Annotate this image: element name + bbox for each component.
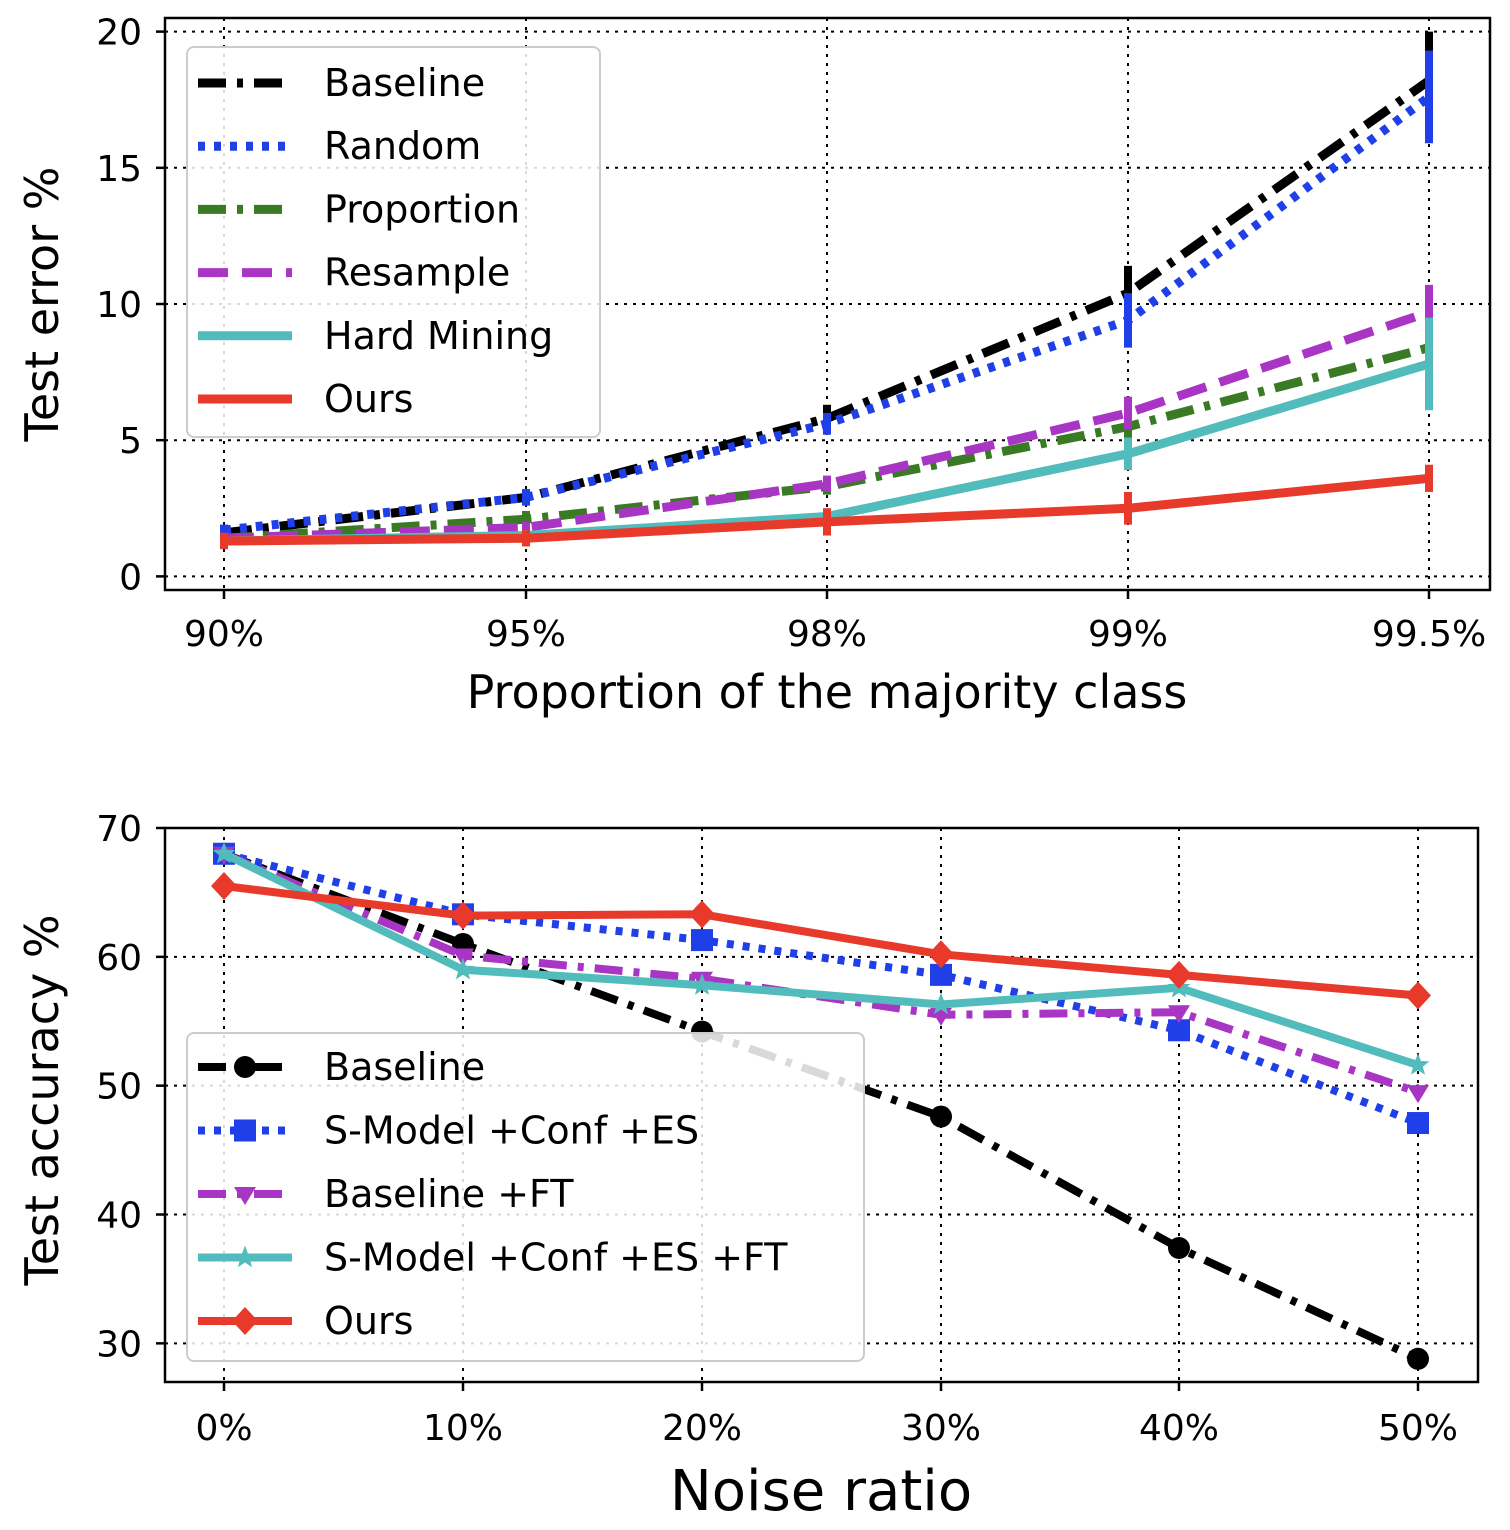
legend-label: Baseline +FT (324, 1172, 574, 1216)
y-tick-label: 60 (96, 938, 142, 979)
axes: 0% 10% 20% 30% 40% 50% 30 40 50 60 70 (96, 809, 1458, 1449)
x-tick-label: 99.5% (1372, 614, 1486, 655)
legend-item-random: Random (198, 124, 481, 168)
legend-label: Proportion (324, 187, 520, 231)
y-tick-label: 20 (96, 13, 142, 54)
legend-marker (234, 1119, 256, 1142)
y-tick-label: 50 (96, 1067, 142, 1108)
x-tick-label: 99% (1088, 614, 1168, 655)
legend-item-baseline-ft: Baseline +FT (198, 1172, 574, 1216)
legend-label: Resample (324, 251, 510, 295)
data-point-marker (211, 871, 237, 900)
y-tick-label: 30 (96, 1324, 142, 1365)
series-ours (211, 871, 1431, 1010)
x-tick-label: 95% (486, 614, 566, 655)
data-point-marker (928, 940, 954, 969)
x-tick-label: 10% (423, 1408, 503, 1449)
data-point-marker (690, 973, 714, 995)
x-tick-label: 30% (901, 1408, 981, 1449)
data-point-marker (1407, 1347, 1429, 1370)
series-lines (220, 31, 1433, 550)
legend-marker (233, 1245, 257, 1268)
series-line (223, 307, 1431, 543)
legend-item-baseline: Baseline (198, 1045, 485, 1089)
data-point-marker (930, 963, 952, 986)
x-tick-label: 40% (1139, 1408, 1219, 1449)
legend-label: Random (324, 124, 481, 168)
data-point-marker (212, 841, 236, 864)
data-point-marker (1407, 1085, 1429, 1104)
data-point-marker (452, 948, 474, 967)
data-point-marker (1406, 1053, 1430, 1075)
series-random (220, 50, 1433, 536)
legend-label: Ours (324, 377, 413, 421)
legend: Baseline S-Model +Conf +ES Baseline +FT S-M… (186, 1032, 865, 1362)
data-point-marker (1407, 1112, 1429, 1135)
legend-label: Ours (324, 1299, 413, 1343)
data-point-marker (929, 992, 953, 1015)
legend-item-proportion: Proportion (198, 187, 520, 231)
x-axis-label: Proportion of the majority class (467, 665, 1188, 719)
data-point-marker (1168, 1237, 1190, 1260)
y-axis-label: Test error % (15, 167, 69, 443)
plot-frame (163, 826, 1480, 1384)
data-point-marker (930, 1105, 952, 1128)
y-tick-label: 0 (119, 557, 142, 598)
legend-marker (234, 1056, 256, 1078)
y-tick-label: 5 (119, 421, 142, 462)
legend-item-s-model-conf-es: S-Model +Conf +ES (198, 1109, 699, 1153)
data-point-marker (689, 900, 715, 929)
legend: Baseline Random Proportion Resample Hard Min… (186, 46, 601, 438)
y-axis-label: Test accuracy % (15, 914, 69, 1286)
series-lines (211, 841, 1431, 1370)
data-point-marker (450, 901, 476, 930)
legend-marker (232, 1307, 258, 1335)
legend-item-ours: Ours (198, 1299, 413, 1343)
y-tick-label: 15 (96, 149, 142, 190)
x-tick-label: 0% (195, 1408, 252, 1449)
x-tick-label: 98% (787, 614, 867, 655)
data-point-marker (1405, 981, 1431, 1010)
x-axis-label: Noise ratio (670, 1459, 972, 1524)
data-point-marker (1168, 1005, 1190, 1024)
legend-item-hard-mining: Hard Mining (198, 314, 553, 358)
legend-item-baseline: Baseline (198, 61, 485, 105)
legend-label: Baseline (324, 1045, 485, 1089)
x-tick-label: 50% (1378, 1408, 1458, 1449)
legend-box (186, 1032, 865, 1362)
legend-label: Baseline (324, 61, 485, 105)
x-tick-label: 20% (662, 1408, 742, 1449)
legend-item-resample: Resample (198, 251, 510, 295)
y-tick-label: 10 (96, 285, 142, 326)
y-tick-label: 40 (96, 1196, 142, 1237)
series-line (223, 343, 1431, 543)
data-point-marker (1166, 960, 1192, 989)
y-tick-label: 70 (96, 809, 142, 850)
data-point-marker (451, 957, 475, 980)
chart-test-error: 90% 95% 98% 99% 99.5% 0 5 10 15 20 Proportion of … (15, 13, 1492, 719)
series-ours (220, 464, 1433, 550)
legend-marker (234, 1187, 256, 1205)
legend-label: S-Model +Conf +ES (324, 1109, 699, 1153)
legend-label: Hard Mining (324, 314, 553, 358)
data-point-marker (1168, 1019, 1190, 1042)
legend-item-ours: Ours (198, 377, 413, 421)
data-point-marker (691, 929, 713, 952)
axes: 90% 95% 98% 99% 99.5% 0 5 10 15 20 (96, 13, 1486, 655)
legend-item-s-model-conf-es-ft: S-Model +Conf +ES +FT (198, 1236, 788, 1280)
series-line (222, 850, 1420, 1069)
x-tick-label: 90% (184, 614, 264, 655)
legend-label: S-Model +Conf +ES +FT (324, 1236, 788, 1280)
series-line (223, 882, 1419, 1000)
series-line (223, 76, 1432, 538)
